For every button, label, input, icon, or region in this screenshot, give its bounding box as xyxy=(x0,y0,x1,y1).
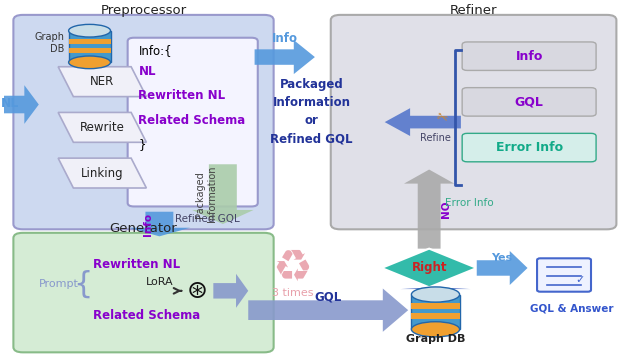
Polygon shape xyxy=(404,169,454,249)
Polygon shape xyxy=(477,251,527,285)
Text: GQL & Answer: GQL & Answer xyxy=(530,303,614,313)
Text: ♻: ♻ xyxy=(273,247,312,289)
Polygon shape xyxy=(248,289,408,332)
Text: GQL: GQL xyxy=(314,290,341,303)
Bar xyxy=(68,48,111,53)
Text: Related Schema: Related Schema xyxy=(138,114,246,127)
Text: Info:{: Info:{ xyxy=(138,43,172,56)
FancyBboxPatch shape xyxy=(462,88,596,116)
Bar xyxy=(68,38,111,44)
Text: 3 times: 3 times xyxy=(272,288,314,298)
Polygon shape xyxy=(129,212,190,236)
Text: Info: Info xyxy=(515,50,543,63)
Text: Refiner: Refiner xyxy=(450,4,497,17)
Text: Info: Info xyxy=(272,32,298,45)
Ellipse shape xyxy=(412,287,460,302)
Text: Right: Right xyxy=(412,261,447,275)
Text: Preprocessor: Preprocessor xyxy=(100,4,187,17)
Text: ✓: ✓ xyxy=(575,275,585,285)
Text: ✂: ✂ xyxy=(434,110,450,127)
Bar xyxy=(412,313,460,320)
Text: GQL: GQL xyxy=(515,95,543,108)
Text: Generator: Generator xyxy=(109,222,177,234)
Polygon shape xyxy=(58,158,147,188)
Text: NL: NL xyxy=(1,97,19,110)
Text: Error Info: Error Info xyxy=(445,198,493,208)
Polygon shape xyxy=(213,274,248,308)
FancyBboxPatch shape xyxy=(13,15,274,229)
Polygon shape xyxy=(58,112,147,142)
Text: Error Info: Error Info xyxy=(495,141,563,154)
Text: Linking: Linking xyxy=(81,167,124,180)
FancyBboxPatch shape xyxy=(331,15,616,229)
FancyBboxPatch shape xyxy=(13,233,274,352)
Polygon shape xyxy=(58,67,147,97)
Text: Prompt: Prompt xyxy=(39,279,79,289)
Polygon shape xyxy=(401,287,470,292)
Text: Rewritten NL: Rewritten NL xyxy=(138,89,225,102)
Text: NO: NO xyxy=(440,200,451,218)
FancyBboxPatch shape xyxy=(462,42,596,70)
Polygon shape xyxy=(192,164,253,224)
Text: Yes: Yes xyxy=(492,253,513,263)
Bar xyxy=(68,31,111,62)
FancyBboxPatch shape xyxy=(462,133,596,162)
Text: Related Schema: Related Schema xyxy=(93,309,200,322)
Polygon shape xyxy=(255,40,315,74)
Text: Packaged
Information
or
Refined GQL: Packaged Information or Refined GQL xyxy=(271,78,353,145)
Bar xyxy=(412,294,460,329)
Text: Info: Info xyxy=(143,213,153,236)
Ellipse shape xyxy=(68,56,111,69)
Text: Rewritten NL: Rewritten NL xyxy=(93,258,180,271)
Text: Graph
DB: Graph DB xyxy=(34,32,64,54)
FancyBboxPatch shape xyxy=(537,258,591,292)
Text: Graph DB: Graph DB xyxy=(406,334,465,344)
Polygon shape xyxy=(381,249,477,287)
Ellipse shape xyxy=(412,322,460,337)
Text: LoRA: LoRA xyxy=(145,277,173,287)
Text: Refined GQL: Refined GQL xyxy=(175,214,239,224)
Text: NL: NL xyxy=(138,65,156,78)
Text: Rewrite: Rewrite xyxy=(80,121,125,134)
Text: {: { xyxy=(74,269,93,298)
Bar xyxy=(412,303,460,309)
Polygon shape xyxy=(385,108,461,136)
Polygon shape xyxy=(0,85,39,124)
Text: }: } xyxy=(138,139,146,151)
Ellipse shape xyxy=(68,24,111,37)
Text: Refine: Refine xyxy=(420,132,451,143)
Text: Packaged
Information: Packaged Information xyxy=(195,166,216,223)
Text: NER: NER xyxy=(90,75,115,88)
FancyBboxPatch shape xyxy=(127,38,258,206)
Text: ⊛: ⊛ xyxy=(187,279,208,303)
